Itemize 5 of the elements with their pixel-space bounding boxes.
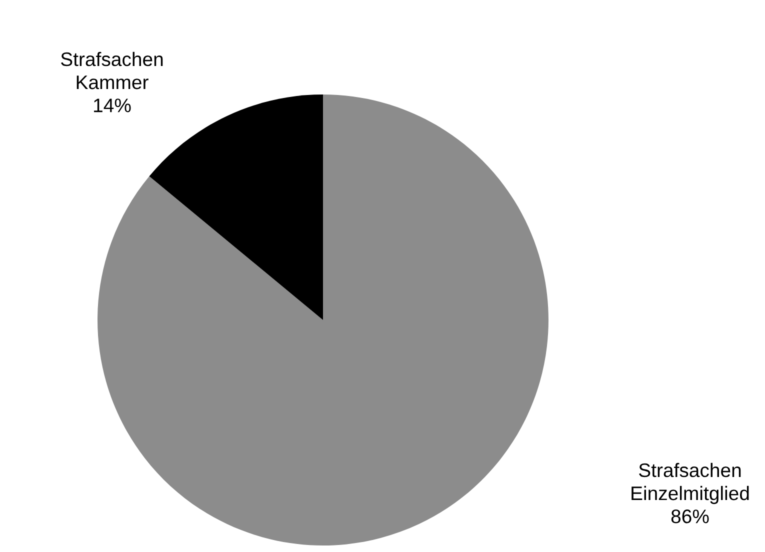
slice-label: Strafsachen Einzelmitglied (632, 462, 749, 504)
slice-label: Strafsachen Kammer (61, 52, 163, 90)
data-label: 14% (94, 98, 131, 112)
pie-slice (149, 94, 323, 320)
data-label: 86% (671, 510, 709, 524)
